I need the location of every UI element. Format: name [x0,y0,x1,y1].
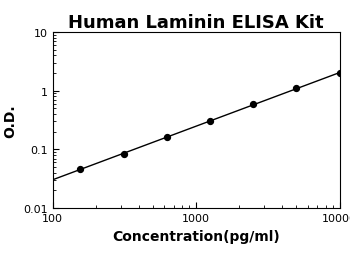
Point [250,102,256,106]
Point [207,120,213,124]
Y-axis label: O.D.: O.D. [4,104,18,137]
Point [77,167,83,171]
Point [294,87,299,91]
Title: Human Laminin ELISA Kit: Human Laminin ELISA Kit [68,13,324,31]
Point [164,136,169,140]
Point [337,72,342,76]
Point [121,153,126,157]
X-axis label: Concentration(pg/ml): Concentration(pg/ml) [112,229,280,243]
